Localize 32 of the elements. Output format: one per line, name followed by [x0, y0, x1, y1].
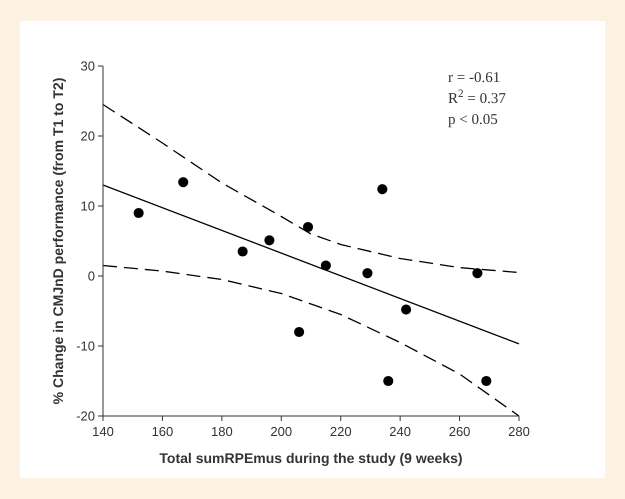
x-tick-label: 220 [330, 424, 352, 439]
y-axis-title: % Change in CMJnD performance (from T1 to T2) [50, 78, 66, 404]
annotation: p < 0.05 [448, 112, 498, 128]
point [362, 268, 373, 278]
point [302, 222, 314, 232]
x-axis-title: Total sumRPEmus during the study (9 weeks) [159, 450, 463, 466]
point [294, 326, 304, 338]
x-tick-label: 200 [270, 424, 292, 439]
point [481, 376, 492, 386]
point [377, 184, 388, 194]
point [178, 177, 188, 188]
point [238, 246, 248, 257]
point [320, 260, 331, 271]
y-tick-label: -20 [76, 408, 95, 424]
x-tick-label: 280 [508, 424, 530, 439]
x-tick-label: 180 [211, 424, 233, 439]
point [401, 304, 412, 315]
point [383, 376, 394, 386]
x-tick-label: 260 [448, 424, 470, 439]
annotation: R$^{2}$ = 0.37 [448, 88, 506, 107]
y-tick-label: 0 [88, 268, 95, 284]
x-tick-label: 140 [92, 424, 114, 439]
point [264, 235, 274, 246]
x-tick-label: 240 [389, 424, 411, 439]
annotation: r = -0.61 [448, 70, 500, 86]
y-tick-label: 10 [80, 198, 95, 214]
point [134, 208, 144, 218]
y-tick-label: 30 [80, 58, 95, 74]
y-tick-label: 20 [80, 128, 95, 144]
y-tick-label: -10 [76, 338, 95, 354]
x-tick-label: 160 [152, 424, 174, 439]
point [472, 268, 482, 278]
